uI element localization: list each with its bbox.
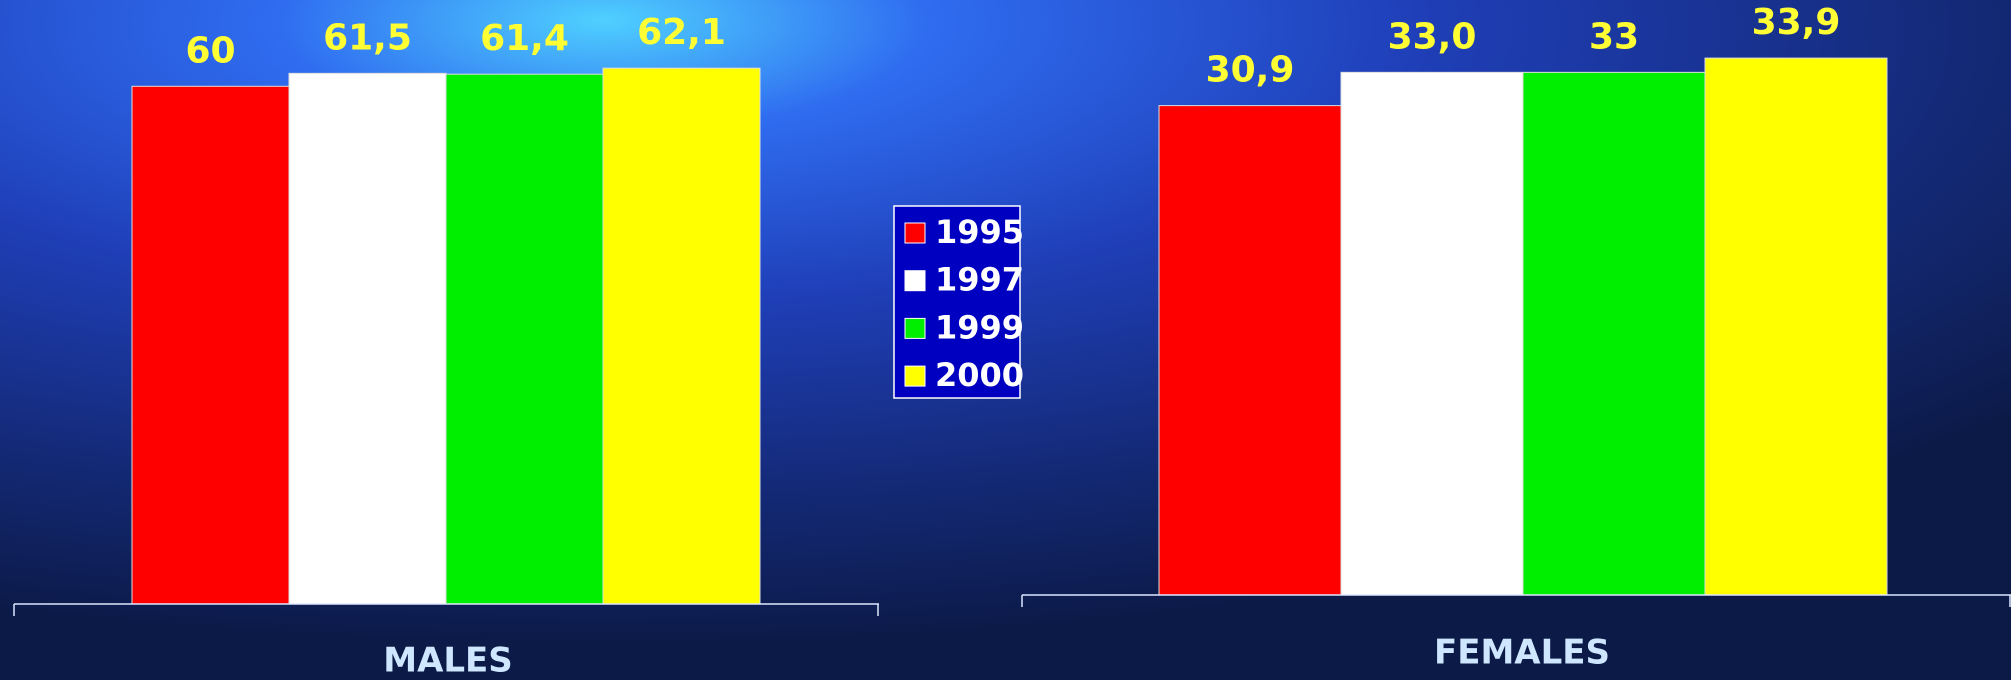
legend-swatch (904, 365, 926, 387)
value-label: 60 (185, 30, 235, 71)
value-label: 62,1 (637, 12, 726, 53)
category-label: FEMALES (1434, 633, 1610, 673)
value-label: 33,9 (1752, 2, 1841, 43)
value-label: 33,0 (1388, 16, 1477, 57)
bar (288, 72, 447, 605)
value-label: 30,9 (1206, 50, 1295, 91)
legend-swatch (904, 317, 926, 339)
bar (1340, 71, 1524, 596)
bar (445, 73, 604, 605)
legend-swatch (904, 270, 926, 292)
legend-swatch (904, 222, 926, 244)
bar (1158, 105, 1342, 596)
legend-label: 1997 (935, 261, 1024, 299)
bar (1704, 57, 1888, 596)
bar (602, 67, 761, 605)
value-label: 61,5 (323, 17, 412, 58)
bar (131, 85, 290, 605)
legend-label: 1999 (935, 308, 1024, 346)
legend-label: 1995 (935, 213, 1024, 251)
category-label: MALES (383, 641, 513, 680)
value-label: 61,4 (480, 18, 569, 59)
bar (1522, 71, 1706, 596)
value-label: 33 (1589, 16, 1639, 57)
legend-label: 2000 (935, 356, 1024, 394)
